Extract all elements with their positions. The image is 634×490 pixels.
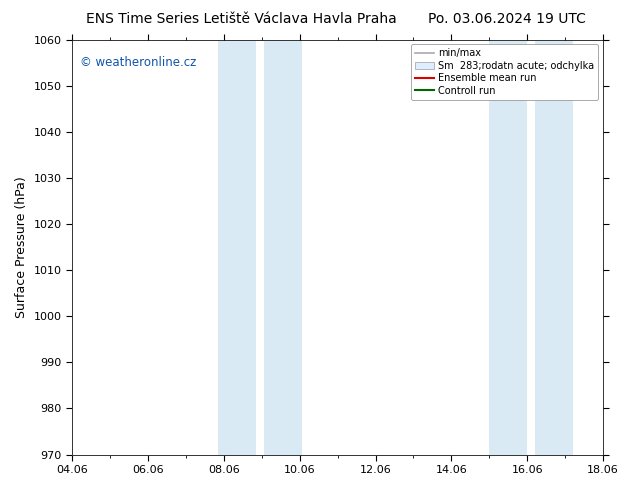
Legend: min/max, Sm  283;rodatn acute; odchylka, Ensemble mean run, Controll run: min/max, Sm 283;rodatn acute; odchylka, …	[411, 45, 598, 99]
Y-axis label: Surface Pressure (hPa): Surface Pressure (hPa)	[15, 176, 28, 318]
Bar	[218, 40, 256, 455]
Text: Po. 03.06.2024 19 UTC: Po. 03.06.2024 19 UTC	[428, 12, 586, 26]
Bar	[489, 40, 527, 455]
Text: ENS Time Series Letiště Václava Havla Praha: ENS Time Series Letiště Václava Havla Pr…	[86, 12, 396, 26]
Text: © weatheronline.cz: © weatheronline.cz	[80, 56, 197, 69]
Bar	[264, 40, 302, 455]
Bar	[535, 40, 573, 455]
